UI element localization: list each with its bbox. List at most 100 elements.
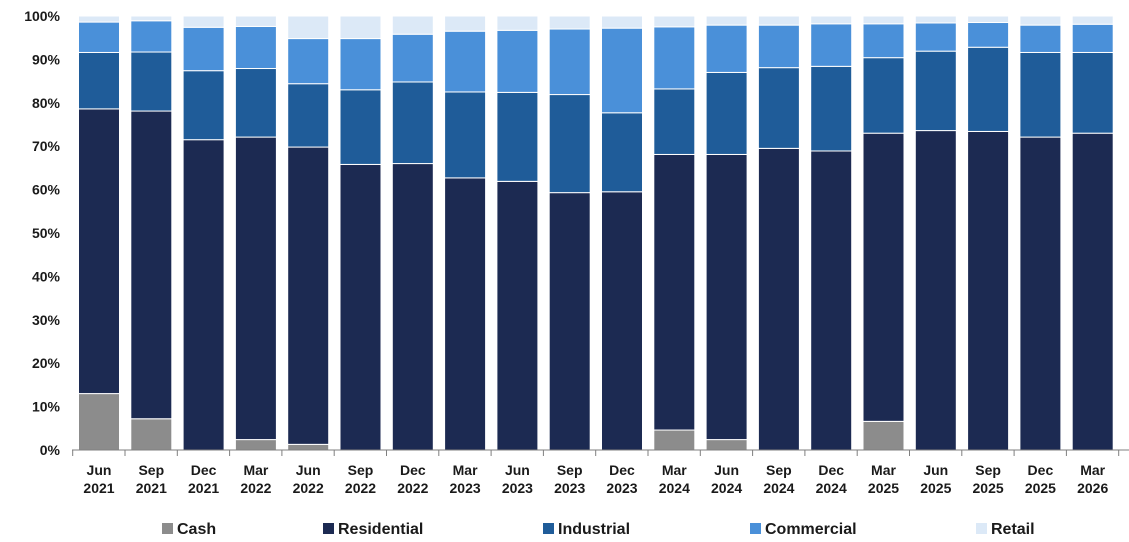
bar-segment-industrial (1071, 51, 1114, 134)
bar-segment-retail (1019, 15, 1062, 26)
bar-segment-industrial (757, 67, 800, 149)
y-tick-label: 30% (32, 312, 61, 328)
bar-segment-commercial (339, 38, 382, 91)
bar-stack (444, 15, 487, 451)
bar-segment-residential (287, 146, 330, 445)
legend-swatch (323, 523, 334, 534)
bar-stack (391, 15, 434, 451)
x-tick-label: Dec 2025 (1025, 462, 1056, 496)
bars (78, 15, 1114, 451)
bar-segment-cash (234, 439, 277, 451)
bar-segment-commercial (914, 22, 957, 52)
bar-segment-residential (391, 163, 434, 451)
y-tick-label: 80% (32, 95, 61, 111)
y-tick-label: 90% (32, 51, 61, 67)
bar-stack (548, 15, 591, 451)
bar-segment-retail (182, 15, 225, 28)
bar-segment-industrial (1019, 51, 1062, 138)
bar-stack (967, 15, 1010, 451)
legend-swatch (543, 523, 554, 534)
x-tick-label: Dec 2022 (397, 462, 428, 496)
bar-segment-residential (548, 192, 591, 451)
bar-segment-commercial (705, 24, 748, 73)
bar-segment-retail (757, 15, 800, 26)
legend-item-cash: Cash (162, 521, 216, 538)
bar-segment-industrial (287, 83, 330, 148)
bar-segment-commercial (287, 38, 330, 85)
bar-segment-retail (705, 15, 748, 26)
bar-stack (1019, 15, 1062, 451)
legend-label: Residential (338, 521, 423, 538)
bar-segment-retail (914, 15, 957, 24)
bar-segment-industrial (967, 46, 1010, 132)
bar-segment-commercial (967, 22, 1010, 48)
bar-segment-commercial (757, 24, 800, 69)
bar-segment-residential (1019, 136, 1062, 451)
x-tick-label: Dec 2021 (188, 462, 219, 496)
bar-segment-industrial (810, 65, 853, 152)
bar-segment-commercial (391, 33, 434, 83)
bar-segment-industrial (234, 68, 277, 138)
y-tick-label: 100% (24, 8, 60, 24)
bar-segment-cash (862, 420, 905, 451)
bar-segment-commercial (810, 23, 853, 67)
x-tick-label: Dec 2024 (816, 462, 847, 496)
bar-segment-industrial (705, 71, 748, 155)
bar-segment-residential (967, 130, 1010, 451)
legend-swatch (976, 523, 987, 534)
bar-segment-residential (862, 132, 905, 422)
x-tick-label: Jun 2022 (293, 462, 324, 496)
y-tick-label: 20% (32, 355, 61, 371)
bar-stack (339, 15, 382, 451)
bar-stack (914, 15, 957, 451)
bar-segment-retail (444, 15, 487, 32)
bar-segment-commercial (653, 26, 696, 90)
legend-item-residential: Residential (323, 521, 423, 538)
x-tick-label: Mar 2024 (659, 462, 690, 496)
legend: Cash Residential Industrial Commercial Retai… (162, 521, 1035, 538)
bar-segment-industrial (914, 50, 957, 132)
bar-segment-commercial (234, 25, 277, 70)
bar-segment-residential (182, 139, 225, 451)
bar-segment-commercial (78, 21, 120, 53)
bar-segment-residential (914, 130, 957, 451)
bar-stack (653, 15, 696, 451)
bar-segment-retail (601, 15, 643, 29)
bar-segment-retail (496, 15, 539, 31)
y-tick-label: 0% (40, 442, 61, 458)
bar-stack (601, 15, 643, 451)
bar-segment-industrial (444, 91, 487, 179)
x-tick-label: Jun 2021 (83, 462, 114, 496)
legend-swatch (750, 523, 761, 534)
bar-segment-residential (496, 180, 539, 451)
bar-segment-cash (78, 393, 120, 451)
legend-item-commercial: Commercial (750, 521, 857, 538)
bar-segment-residential (339, 163, 382, 451)
bar-segment-retail (287, 15, 330, 40)
bar-segment-retail (78, 15, 120, 23)
bar-segment-cash (287, 443, 330, 451)
x-tick-label: Dec 2023 (606, 462, 637, 496)
bar-segment-commercial (496, 29, 539, 93)
x-tick-label: Mar 2023 (450, 462, 481, 496)
x-tick-label: Sep 2024 (763, 462, 794, 496)
legend-item-industrial: Industrial (543, 521, 630, 538)
x-tick-label: Mar 2025 (868, 462, 899, 496)
bar-segment-residential (810, 150, 853, 451)
legend-item-retail: Retail (976, 521, 1035, 538)
y-tick-label: 50% (32, 225, 61, 241)
x-tick-label: Sep 2022 (345, 462, 376, 496)
bar-segment-residential (601, 191, 643, 451)
bar-segment-industrial (653, 88, 696, 155)
y-tick-label: 70% (32, 138, 61, 154)
x-tick-label: Jun 2025 (920, 462, 951, 496)
bar-segment-commercial (601, 27, 643, 114)
y-tick-label: 10% (32, 399, 61, 415)
bar-segment-industrial (496, 91, 539, 182)
x-tick-label: Mar 2022 (240, 462, 271, 496)
bar-segment-commercial (444, 30, 487, 93)
y-tick-label: 60% (32, 182, 61, 198)
bar-stack (810, 15, 853, 451)
bar-segment-retail (130, 15, 173, 22)
